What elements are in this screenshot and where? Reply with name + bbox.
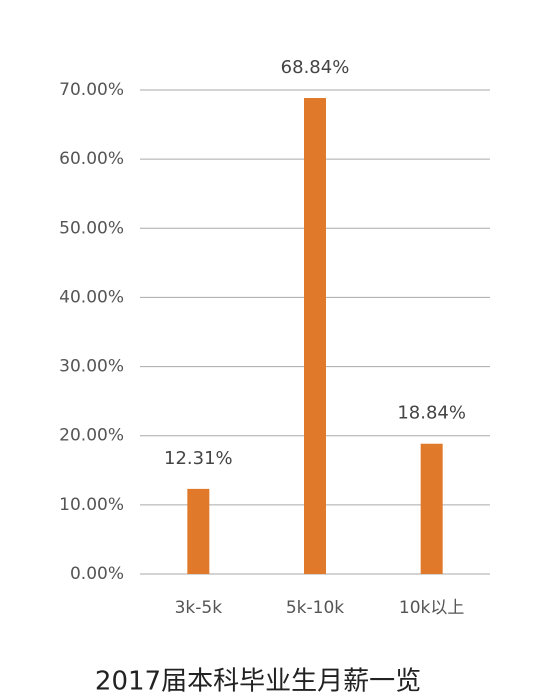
x-tick-label: 10k以上 <box>399 598 464 618</box>
y-tick-label: 70.00% <box>59 80 124 100</box>
bar <box>304 98 326 574</box>
value-label: 12.31% <box>164 448 233 469</box>
value-label: 18.84% <box>397 403 466 424</box>
chart-title: 2017届本科毕业生月薪一览 <box>95 667 421 697</box>
y-tick-label: 50.00% <box>59 218 124 238</box>
y-tick-label: 20.00% <box>59 426 124 446</box>
x-tick-label: 5k-10k <box>286 598 344 618</box>
y-tick-label: 10.00% <box>59 495 124 515</box>
y-tick-label: 40.00% <box>59 287 124 307</box>
x-tick-label: 3k-5k <box>175 598 223 618</box>
bar <box>420 443 443 574</box>
bar <box>187 488 210 574</box>
y-tick-label: 30.00% <box>59 357 124 377</box>
y-tick-label: 60.00% <box>59 149 124 169</box>
value-label: 68.84% <box>281 57 350 78</box>
y-tick-label: 0.00% <box>70 564 124 584</box>
